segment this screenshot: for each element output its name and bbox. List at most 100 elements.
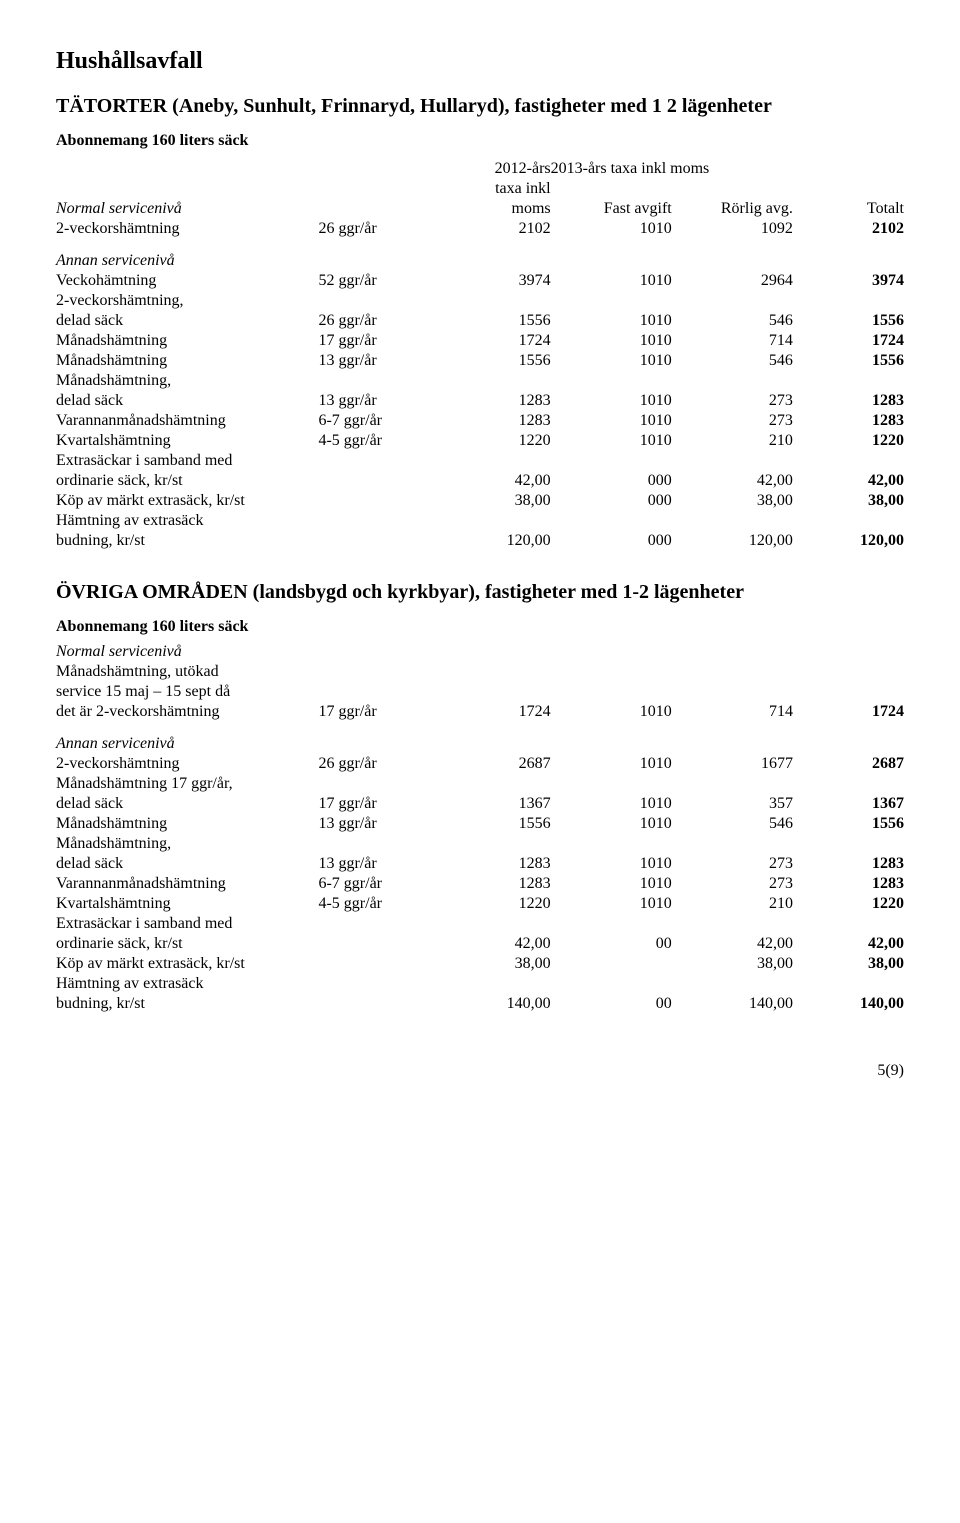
table-row: service 15 maj – 15 sept då	[56, 682, 904, 702]
annan-label-row: Annan servicenivå	[56, 734, 904, 754]
cell: 2687	[793, 754, 904, 774]
cell: 42,00	[672, 471, 793, 491]
cell	[551, 451, 672, 471]
table-row: ordinarie säck, kr/st42,000042,0042,00	[56, 934, 904, 954]
section1-title: TÄTORTER (Aneby, Sunhult, Frinnaryd, Hul…	[56, 95, 904, 118]
cell: delad säck	[56, 854, 318, 874]
table-row: delad säck13 ggr/år128310102731283	[56, 391, 904, 411]
table-row: Månadshämtning13 ggr/år155610105461556	[56, 351, 904, 371]
cell	[318, 531, 429, 551]
annan-label: Annan servicenivå	[56, 251, 318, 271]
cell	[318, 682, 429, 702]
cell: Varannanmånadshämtning	[56, 411, 318, 431]
cell: 17 ggr/år	[318, 331, 429, 351]
table-row: 2-veckorshämtning26 ggr/år21021010109221…	[56, 219, 904, 239]
hdr-2012: 2012-års	[430, 156, 551, 179]
cell: 1283	[430, 411, 551, 431]
section1-table: 2012-års 2013-års taxa inkl moms taxa in…	[56, 156, 904, 551]
hdr-totalt: Totalt	[793, 199, 904, 219]
cell: Kvartalshämtning	[56, 894, 318, 914]
normal-label-row: Normal servicenivå	[56, 642, 904, 662]
cell	[318, 994, 429, 1014]
table-row: Kvartalshämtning4-5 ggr/år12201010210122…	[56, 894, 904, 914]
cell: 6-7 ggr/år	[318, 411, 429, 431]
cell: 140,00	[430, 994, 551, 1014]
cell	[318, 291, 429, 311]
cell: 1092	[672, 219, 793, 239]
hdr-2013: 2013-års taxa inkl moms	[551, 156, 904, 179]
table-row: Varannanmånadshämtning6-7 ggr/år12831010…	[56, 874, 904, 894]
table-row: Månadshämtning,	[56, 834, 904, 854]
cell	[551, 774, 672, 794]
cell: delad säck	[56, 391, 318, 411]
cell: 38,00	[793, 491, 904, 511]
cell: 1220	[793, 894, 904, 914]
cell: 1367	[793, 794, 904, 814]
section2-abon: Abonnemang 160 liters säck	[56, 618, 904, 636]
cell: 1677	[672, 754, 793, 774]
cell: 1283	[430, 854, 551, 874]
cell: 17 ggr/år	[318, 702, 429, 722]
cell	[318, 774, 429, 794]
cell: 000	[551, 531, 672, 551]
table-row: delad säck17 ggr/år136710103571367	[56, 794, 904, 814]
table-row: budning, kr/st120,00000120,00120,00	[56, 531, 904, 551]
cell: 714	[672, 702, 793, 722]
cell: 1367	[430, 794, 551, 814]
cell: Månadshämtning	[56, 351, 318, 371]
cell: 1010	[551, 311, 672, 331]
cell	[318, 471, 429, 491]
cell	[430, 662, 551, 682]
table-row: Varannanmånadshämtning6-7 ggr/år12831010…	[56, 411, 904, 431]
cell: Veckohämtning	[56, 271, 318, 291]
cell	[551, 974, 672, 994]
cell: 1556	[793, 351, 904, 371]
cell: Extrasäckar i samband med	[56, 451, 318, 471]
cell: 1220	[430, 894, 551, 914]
cell: Månadshämtning	[56, 331, 318, 351]
annan-label2: Annan servicenivå	[56, 734, 318, 754]
cell: 000	[551, 471, 672, 491]
cell: 13 ggr/år	[318, 854, 429, 874]
cell: 52 ggr/år	[318, 271, 429, 291]
cell: 1283	[430, 874, 551, 894]
cell: Månadshämtning,	[56, 371, 318, 391]
cell	[672, 371, 793, 391]
cell	[430, 774, 551, 794]
table-row: Hämtning av extrasäck	[56, 511, 904, 531]
section2-table: Normal servicenivå Månadshämtning, utöka…	[56, 642, 904, 1014]
cell: 13 ggr/år	[318, 814, 429, 834]
hdr-2012c: moms	[430, 199, 551, 219]
cell	[672, 834, 793, 854]
cell: 38,00	[430, 954, 551, 974]
cell: 1556	[793, 814, 904, 834]
table-row: Extrasäckar i samband med	[56, 451, 904, 471]
cell: 2-veckorshämtning	[56, 219, 318, 239]
table-row: 2-veckorshämtning,	[56, 291, 904, 311]
cell: 120,00	[430, 531, 551, 551]
cell: 38,00	[793, 954, 904, 974]
cell: 3974	[793, 271, 904, 291]
cell: ordinarie säck, kr/st	[56, 471, 318, 491]
cell	[672, 451, 793, 471]
cell: 4-5 ggr/år	[318, 431, 429, 451]
cell: 1724	[430, 702, 551, 722]
section1-abon: Abonnemang 160 liters säck	[56, 132, 904, 150]
page-title: Hushållsavfall	[56, 48, 904, 75]
cell: 26 ggr/år	[318, 311, 429, 331]
cell	[672, 914, 793, 934]
cell: 2687	[430, 754, 551, 774]
table-row: Månadshämtning, utökad	[56, 662, 904, 682]
cell: Köp av märkt extrasäck, kr/st	[56, 954, 318, 974]
cell	[793, 451, 904, 471]
table-row: 2-veckorshämtning26 ggr/år26871010167726…	[56, 754, 904, 774]
cell	[793, 371, 904, 391]
table-row: Veckohämtning52 ggr/år3974101029643974	[56, 271, 904, 291]
normal-label2: Normal servicenivå	[56, 642, 318, 662]
cell: Hämtning av extrasäck	[56, 511, 318, 531]
cell: 357	[672, 794, 793, 814]
cell: 2102	[793, 219, 904, 239]
cell: 1010	[551, 351, 672, 371]
cell: Månadshämtning	[56, 814, 318, 834]
cell: 1010	[551, 391, 672, 411]
